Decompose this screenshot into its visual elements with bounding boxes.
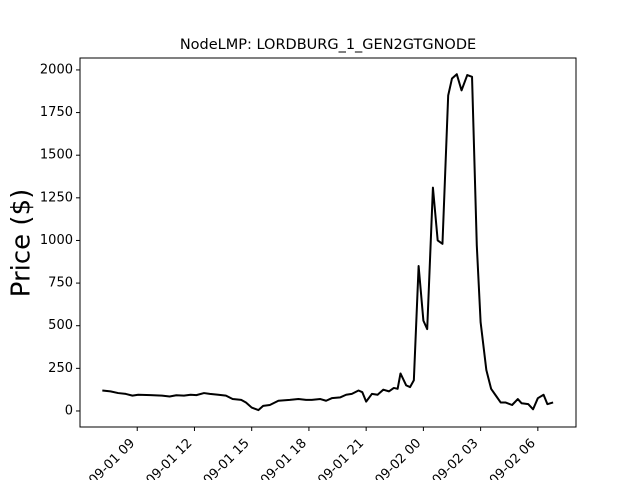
line-series xyxy=(102,73,554,412)
y-tick-label: 500 xyxy=(48,318,73,333)
y-tick-label: 750 xyxy=(48,276,73,291)
y-tick-label: 1000 xyxy=(40,233,73,248)
y-tick-label: 250 xyxy=(48,361,73,376)
y-tick-label: 1250 xyxy=(40,190,73,205)
plot-frame xyxy=(79,57,577,428)
chart-title: NodeLMP: LORDBURG_1_GEN2GTGNODE xyxy=(180,37,476,53)
y-tick-label: 2000 xyxy=(40,62,73,77)
y-axis-label: Price ($) xyxy=(7,189,37,298)
y-tick-label: 0 xyxy=(65,403,73,418)
y-tick-label: 1500 xyxy=(40,148,73,163)
y-tick-label: 1750 xyxy=(40,105,73,120)
